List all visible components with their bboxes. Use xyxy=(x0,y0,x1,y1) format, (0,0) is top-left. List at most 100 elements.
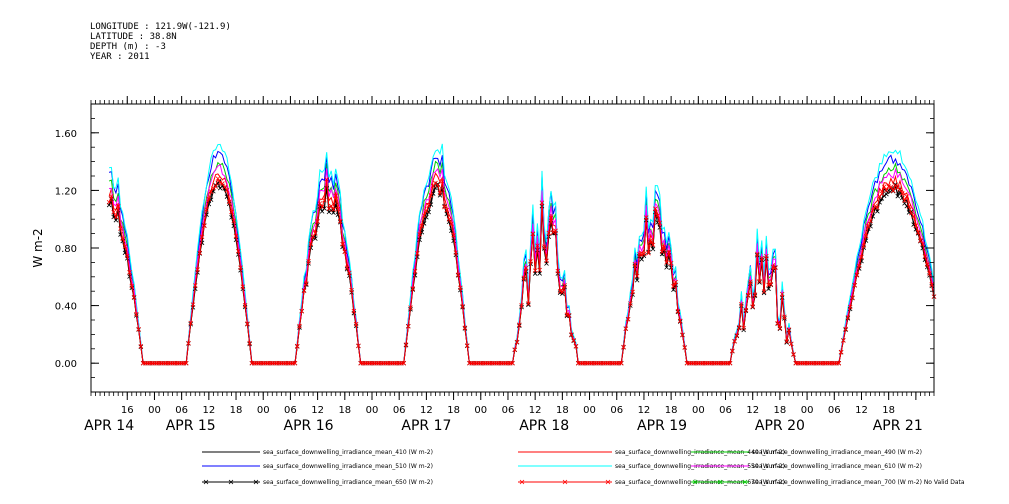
series-marker xyxy=(319,204,325,210)
x-date-label: APR 18 xyxy=(519,418,569,434)
series-marker xyxy=(426,203,431,209)
series-marker xyxy=(682,345,688,350)
series-marker xyxy=(124,253,130,259)
x-date-label: APR 17 xyxy=(401,418,451,434)
x-tick-label: 06 xyxy=(828,405,841,416)
series-marker xyxy=(904,194,910,199)
series-marker xyxy=(514,339,520,345)
series-marker xyxy=(655,213,660,218)
series-marker xyxy=(915,230,921,235)
x-tick-label: 18 xyxy=(556,405,569,416)
series-marker xyxy=(428,193,434,198)
series-marker xyxy=(322,206,327,211)
series-marker xyxy=(351,308,357,314)
series-marker xyxy=(551,230,556,235)
series-marker xyxy=(242,303,248,308)
series-marker xyxy=(659,249,665,254)
series-marker xyxy=(836,360,842,366)
series-marker xyxy=(732,338,737,344)
series-marker xyxy=(299,308,305,314)
series-marker xyxy=(634,273,640,279)
series-marker xyxy=(439,178,445,184)
x-date-label: APR 21 xyxy=(873,418,923,434)
series-marker xyxy=(899,191,905,196)
y-tick-label: 0.40 xyxy=(55,302,77,313)
series-marker xyxy=(136,326,141,332)
series-marker xyxy=(553,228,558,234)
series-marker xyxy=(918,238,923,243)
series-marker xyxy=(560,289,565,295)
series-marker xyxy=(906,204,912,209)
series-marker xyxy=(190,302,196,307)
series-marker xyxy=(460,303,465,309)
series-marker xyxy=(510,360,515,366)
legend-marker xyxy=(562,479,568,485)
series-marker xyxy=(526,302,531,308)
series-marker xyxy=(544,258,549,264)
series-marker xyxy=(532,268,538,273)
series-marker xyxy=(512,347,518,352)
x-tick-label: 00 xyxy=(148,405,161,416)
x-tick-label: 18 xyxy=(665,405,678,416)
series-marker xyxy=(347,270,352,276)
series-marker xyxy=(630,289,635,295)
series-marker xyxy=(639,257,644,262)
series-marker xyxy=(865,224,871,229)
x-tick-label: 18 xyxy=(447,405,460,416)
series-marker xyxy=(541,244,547,249)
legend-marker xyxy=(253,479,259,485)
series-marker xyxy=(754,251,760,257)
series-marker xyxy=(342,249,348,255)
series-marker xyxy=(879,191,885,197)
series-marker xyxy=(671,284,676,289)
series-marker xyxy=(628,301,633,306)
x-tick-label: 18 xyxy=(774,405,787,416)
axes: 16 00 06 12 18 00 06 12 18 00 06 12 18 00 06 12 18 00 06 12… xyxy=(31,96,935,434)
series-marker xyxy=(902,198,907,203)
series-marker xyxy=(648,238,654,243)
series-marker xyxy=(888,184,894,190)
year-label: YEAR : 2011 xyxy=(90,52,150,62)
series-marker xyxy=(353,321,359,327)
series-marker xyxy=(134,311,139,317)
legend-label: sea_surface_downwelling_irradiance_mean_… xyxy=(752,463,922,470)
series-marker xyxy=(303,281,309,286)
series-marker xyxy=(308,241,314,247)
series-marker xyxy=(197,250,203,256)
series-marker xyxy=(768,281,774,287)
series-marker xyxy=(344,265,350,271)
series-marker xyxy=(890,188,896,193)
x-tick-label: 06 xyxy=(502,405,515,416)
series-marker xyxy=(356,343,361,349)
series-marker xyxy=(784,339,789,344)
series-marker xyxy=(750,304,755,309)
series-marker xyxy=(297,323,302,329)
legend-marker xyxy=(717,479,723,485)
series-marker xyxy=(920,241,925,247)
legend-marker xyxy=(203,479,209,485)
series-marker xyxy=(750,304,755,310)
series-marker xyxy=(913,223,919,228)
series-marker xyxy=(426,209,431,215)
series-marker xyxy=(854,272,860,278)
series-marker xyxy=(897,187,903,192)
series-marker xyxy=(625,316,631,322)
series-marker xyxy=(129,283,135,289)
series-marker xyxy=(294,343,300,349)
series-marker xyxy=(777,325,783,331)
series-marker xyxy=(929,282,935,287)
series-marker xyxy=(770,264,776,270)
series-marker xyxy=(122,244,128,249)
series-markers-6 xyxy=(106,181,937,366)
series-marker xyxy=(192,283,198,288)
plot-lines xyxy=(106,143,937,366)
series-marker xyxy=(764,253,769,259)
series-marker xyxy=(226,199,232,205)
x-date-label: APR 14 xyxy=(84,418,134,434)
x-tick-label: 18 xyxy=(230,405,243,416)
x-tick-label: 06 xyxy=(610,405,623,416)
series-marker xyxy=(453,250,459,255)
series-marker xyxy=(322,197,327,203)
y-tick-label: 0.00 xyxy=(55,359,77,370)
series-marker xyxy=(773,265,778,271)
